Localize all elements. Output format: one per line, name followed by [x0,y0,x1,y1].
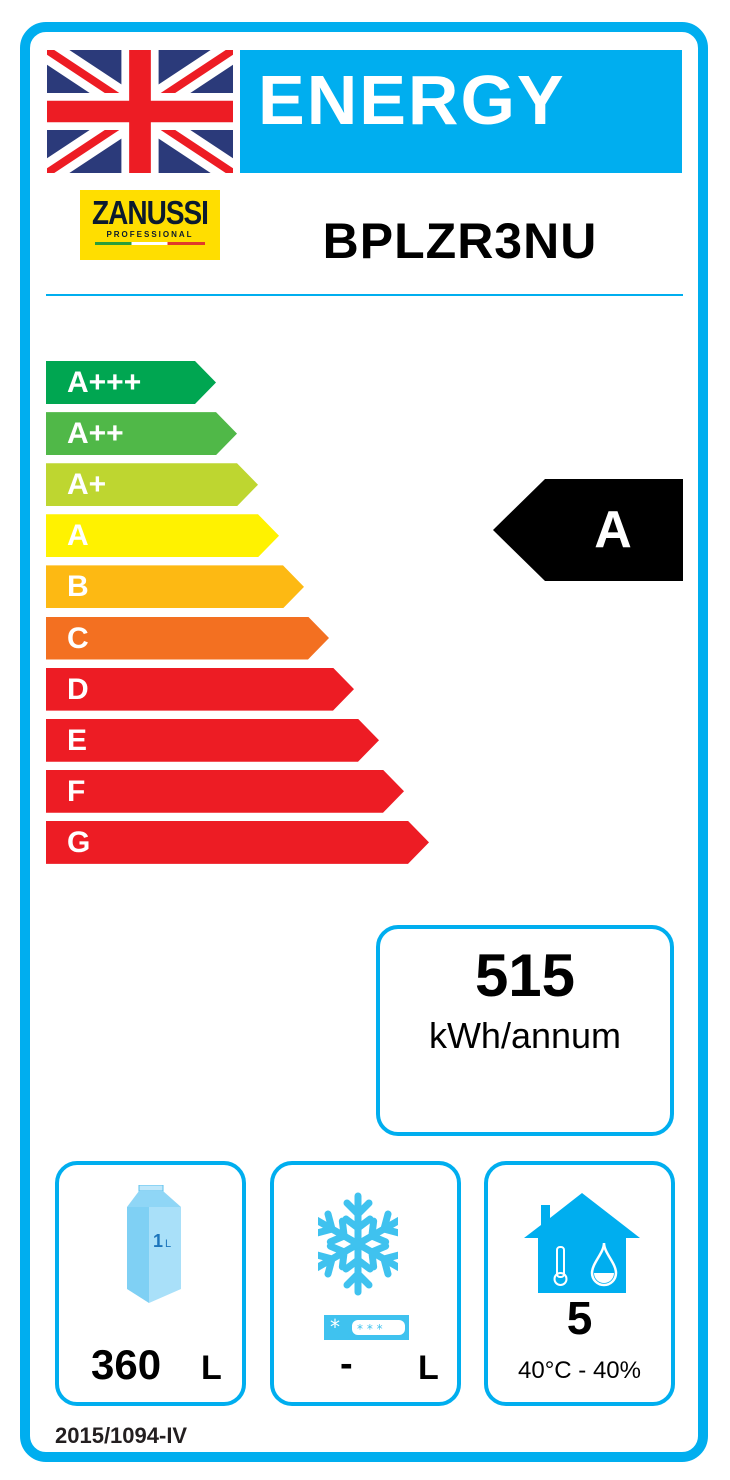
energy-consumption-box: 515 kWh/annum [376,925,674,1136]
scale-bar-b: B [46,565,304,608]
climate-class-box: 5 40°C - 40% [484,1161,675,1406]
scale-bar-f: F [46,770,404,813]
scale-bar-e: E [46,719,379,762]
freezer-star-rating-icon: * * * * [324,1315,409,1340]
svg-text:*: * [330,1315,340,1339]
chill-volume-unit: L [201,1349,222,1387]
climate-conditions: 40°C - 40% [518,1357,641,1384]
divider [46,294,683,296]
chill-volume-value: 360 [91,1341,162,1388]
house-climate-icon [524,1193,640,1293]
scale-bar-aplus: A+ [46,463,258,506]
chill-volume-box: 1 L 360 L [55,1161,246,1406]
frozen-volume-box: * * * * - L [270,1161,461,1406]
svg-text:* * *: * * * [357,1322,383,1336]
scale-bar-aplusplusplus: A+++ [46,361,216,404]
scale-bar-aplusplus: A++ [46,412,237,455]
scale-bar-g: G [46,821,429,864]
union-jack-flag-icon [47,50,233,173]
scale-bar-c: C [46,617,329,660]
model-number: BPLZR3NU [322,213,598,269]
scale-bar-a: A [46,514,279,557]
consumption-value: 515 [474,942,576,1009]
climate-class-value: 5 [566,1292,593,1344]
brand-logo: ZANUSSI PROFESSIONAL [80,190,220,260]
frozen-volume-unit: L [418,1349,439,1387]
italian-stripe [95,242,205,245]
brand-sub: PROFESSIONAL [106,230,194,239]
label-frame [20,22,708,1462]
svg-text:1: 1 [153,1231,163,1251]
snowflake-icon [318,1192,398,1298]
energy-banner: ENERGY [240,50,682,173]
milk-carton-icon: 1 L [127,1185,181,1303]
scale-bar-d: D [46,668,354,711]
svg-text:L: L [165,1238,171,1250]
regulation-reference: 2015/1094-IV [55,1423,188,1448]
consumption-unit: kWh/annum [428,1015,622,1056]
frozen-volume-value: - [340,1343,353,1385]
brand-name: ZANUSSI [92,193,209,231]
